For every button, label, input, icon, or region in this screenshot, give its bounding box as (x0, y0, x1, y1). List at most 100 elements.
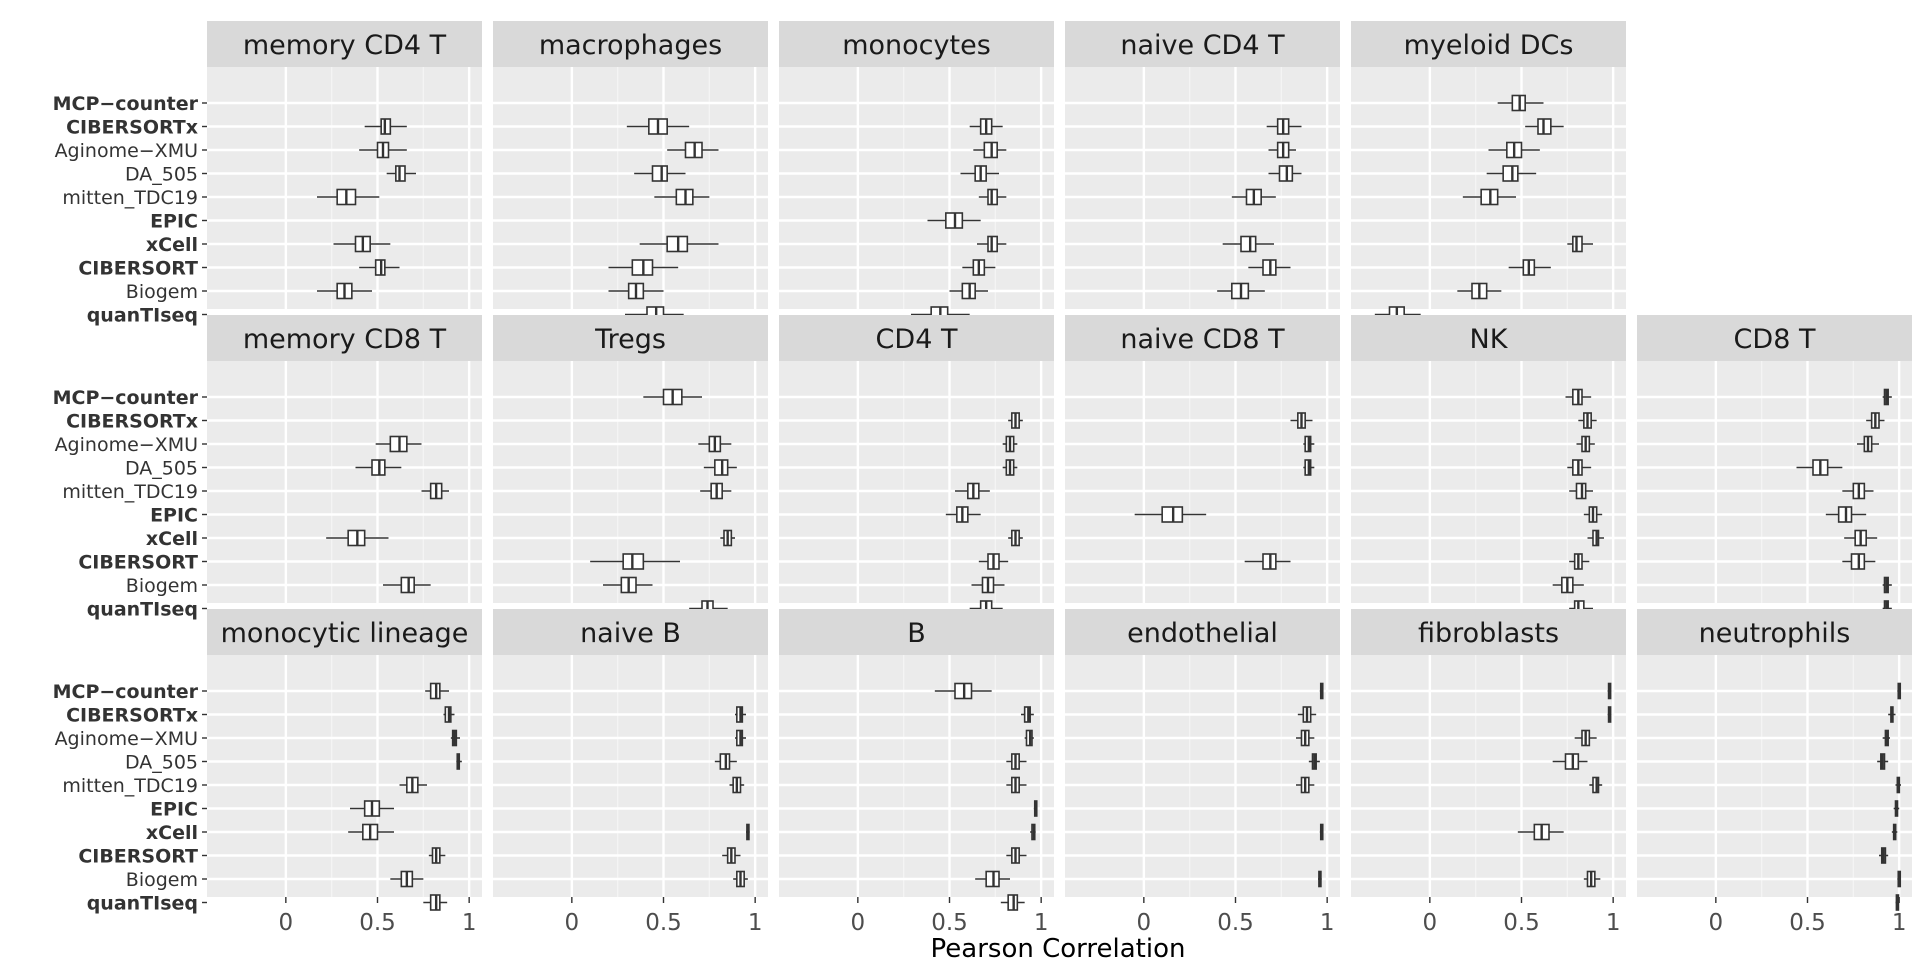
facet-strip-label: B (907, 618, 926, 649)
boxplot-mark (1893, 800, 1900, 817)
facet-strip (1351, 21, 1626, 67)
y-tick-label: Aginome−XMU (55, 728, 198, 750)
facet-panel: endothelial (1065, 609, 1340, 904)
boxplot-mark (390, 870, 424, 888)
y-tick-label: DA_505 (125, 458, 198, 480)
boxplot-mark (1552, 576, 1584, 594)
boxplot-mark (1552, 753, 1588, 770)
x-tick-label: 1 (462, 910, 477, 936)
facet-strip (207, 609, 482, 655)
boxplot-mark (1497, 94, 1544, 112)
boxplot-mark (1002, 435, 1018, 453)
y-tick-label: xCell (146, 822, 198, 844)
boxplot-mark (934, 682, 992, 700)
boxplot-mark (425, 682, 449, 700)
boxplot-mark (1589, 776, 1603, 794)
boxplot-mark (955, 482, 990, 500)
x-tick-label: 0 (1137, 910, 1152, 936)
facet-strip-label: NK (1470, 324, 1509, 355)
boxplot-mark (326, 529, 389, 547)
boxplot-mark (1888, 706, 1896, 723)
y-tick-label: mitten_TDC19 (62, 481, 198, 503)
boxplot-mark (1882, 576, 1892, 594)
boxplot-mark (703, 459, 737, 476)
boxplot-mark (1244, 553, 1291, 570)
boxplot-mark (383, 576, 431, 594)
facet-strip (207, 21, 482, 67)
boxplot-mark (1882, 729, 1890, 747)
boxplot-mark (1897, 682, 1902, 700)
boxplot-mark (348, 823, 394, 841)
y-tick-label: quanTIseq (87, 599, 198, 621)
facet-strip-label: myeloid DCs (1404, 30, 1574, 61)
boxplot-mark (1842, 553, 1876, 570)
facet-strip-label: macrophages (539, 30, 722, 61)
facet-panel: memory CD4 T (207, 21, 482, 316)
boxplot-mark (1008, 412, 1023, 429)
boxplot-mark (978, 553, 1009, 570)
boxplot-mark (317, 282, 372, 300)
facet-panel: naive CD8 T (1065, 315, 1340, 610)
y-tick-label: Aginome−XMU (55, 140, 198, 162)
boxplot-mark (975, 870, 1010, 888)
boxplot-mark (1008, 529, 1023, 547)
boxplot-mark (1222, 235, 1274, 253)
facet-panel: CD4 T (779, 315, 1054, 617)
boxplot-mark (1576, 435, 1595, 453)
boxplot-mark (1006, 753, 1027, 770)
y-tick-label: Biogem (126, 869, 198, 891)
boxplot-mark (973, 141, 1007, 159)
boxplot-mark (1486, 165, 1537, 182)
boxplot-mark (1583, 870, 1601, 888)
x-tick-label: 0.5 (645, 910, 682, 936)
boxplot-mark (1607, 706, 1612, 723)
facet-strip (493, 21, 768, 67)
y-tick-label: MCP−counter (53, 681, 199, 703)
boxplot-mark (386, 165, 416, 182)
boxplot-box (1502, 165, 1519, 182)
facet-strip (1351, 315, 1626, 361)
boxplot-box (1240, 235, 1257, 253)
boxplot-mark (1000, 894, 1025, 911)
y-tick-label: mitten_TDC19 (62, 187, 198, 209)
y-tick-label: EPIC (150, 211, 198, 233)
boxplot-mark (456, 753, 462, 770)
boxplot-mark (969, 118, 1003, 135)
boxplot-mark (1462, 188, 1516, 206)
x-axis-title: Pearson Correlation (931, 934, 1186, 964)
facet-strip (493, 315, 768, 361)
facet-strip-label: naive CD4 T (1120, 30, 1285, 61)
boxplot-mark (1877, 753, 1889, 770)
y-tick-label: DA_505 (125, 752, 198, 774)
boxplot-mark (1006, 776, 1027, 794)
facet-strip (1351, 609, 1626, 655)
facet-strip-label: CD8 T (1734, 324, 1816, 355)
boxplot-mark (333, 235, 391, 253)
boxplot-mark (1231, 188, 1276, 206)
y-tick-label: CIBERSORTx (66, 705, 198, 727)
boxplot-mark (1217, 282, 1265, 300)
boxplot-mark (1574, 729, 1597, 747)
x-tick-label: 0 (851, 910, 866, 936)
boxplot-mark (1266, 118, 1302, 135)
boxplot-mark (722, 847, 741, 864)
x-tick-label: 0 (565, 910, 580, 936)
boxplot-mark (375, 435, 422, 453)
facet-strip (1637, 315, 1912, 361)
boxplot-mark (1796, 459, 1843, 476)
boxplot-mark (1248, 259, 1291, 276)
boxplot-mark (1268, 165, 1302, 182)
x-tick-label: 1 (1606, 910, 1621, 936)
facet-strip-label: neutrophils (1699, 618, 1851, 649)
boxplot-mark (1569, 482, 1593, 500)
boxplot-mark (399, 776, 427, 794)
boxplot-mark (1303, 435, 1315, 453)
boxplot-mark (1024, 729, 1034, 747)
boxplot-mark (1033, 800, 1038, 817)
y-tick-label: CIBERSORT (78, 258, 198, 280)
x-tick-label: 1 (1320, 910, 1335, 936)
boxplot-mark (1825, 506, 1867, 523)
facet-panel: macrophages (493, 21, 768, 323)
boxplot-mark (1857, 435, 1879, 453)
boxplot-mark (359, 141, 407, 159)
